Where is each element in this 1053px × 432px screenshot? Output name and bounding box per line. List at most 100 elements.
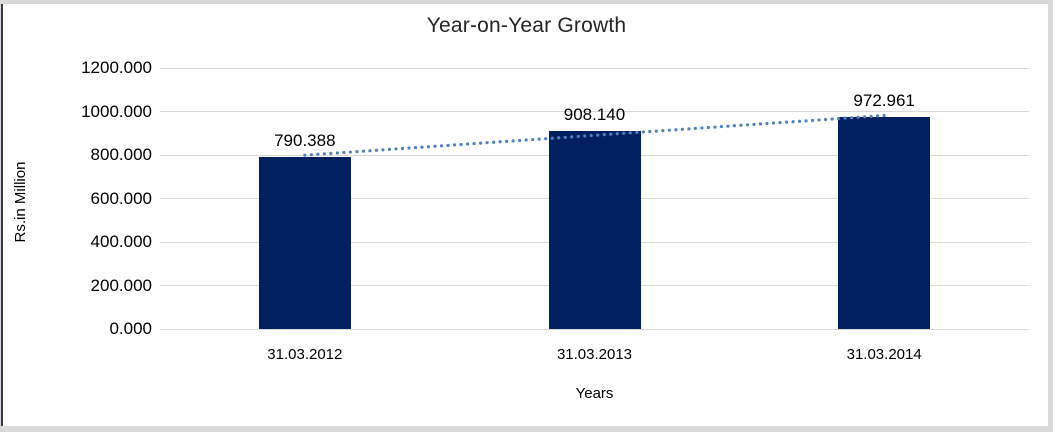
- trendline-dot: [771, 121, 776, 125]
- trendline-dot: [758, 122, 763, 126]
- trendline-dot: [511, 139, 515, 143]
- trendline-dot: [804, 119, 808, 123]
- trendline-dot: [329, 151, 333, 155]
- trendline-dot: [850, 116, 854, 120]
- trendline-dot: [426, 145, 431, 149]
- trendline-dot: [680, 127, 684, 131]
- trendline-dot: [394, 147, 398, 151]
- y-tick-label: 1000.000: [81, 101, 152, 121]
- chart-title: Year-on-Year Growth: [426, 14, 627, 37]
- trendline-dot: [765, 121, 769, 126]
- trendline-dot: [465, 142, 470, 146]
- trendline-dot: [342, 150, 346, 155]
- trendline-dot: [583, 134, 587, 138]
- trendline-dot: [407, 146, 411, 150]
- trendline-dot: [518, 138, 522, 143]
- trendline-dot: [400, 146, 405, 151]
- trendline-dot: [563, 135, 567, 139]
- bar-data-label: 790.388: [274, 131, 336, 151]
- trendline-dot: [823, 117, 828, 122]
- plot-area: 790.388 908.140 972.961: [160, 67, 1029, 330]
- trendline-dot: [459, 142, 463, 147]
- y-tick-label: 600.000: [90, 188, 152, 208]
- x-tick-label: 31.03.2014: [846, 346, 922, 363]
- trendline-dot: [732, 124, 737, 128]
- trendline-dot: [335, 151, 339, 155]
- trendline-dot: [739, 123, 743, 127]
- trendline-dot: [752, 122, 756, 126]
- trendline-dot: [693, 126, 697, 131]
- trendline-dot: [446, 143, 450, 147]
- trendline-dot: [531, 137, 535, 142]
- x-tick-label: 31.03.2012: [267, 346, 343, 363]
- trendline-dot: [492, 140, 496, 144]
- y-tick-label: 200.000: [90, 275, 152, 295]
- x-axis-title: Years: [575, 385, 614, 402]
- y-tick-label: 400.000: [90, 232, 152, 251]
- trendline-dot: [635, 130, 639, 135]
- trendline-dot: [817, 118, 821, 122]
- trendline-dot: [778, 121, 782, 125]
- trendline-dot: [485, 141, 489, 145]
- trendline-dot: [589, 133, 593, 138]
- trendline-dot: [576, 134, 580, 139]
- trendline-dot: [706, 125, 711, 130]
- frame-left-accent-line: [1, 4, 3, 426]
- trendline-dot: [726, 124, 730, 128]
- y-axis-title: Rs.in Million: [12, 161, 29, 243]
- trendline-dot: [478, 141, 483, 145]
- trendline-dot: [876, 114, 880, 118]
- frame-border-top: [0, 0, 1053, 4]
- trendline-dot: [797, 119, 802, 123]
- trendline-dot: [348, 150, 352, 154]
- trendline-dot: [439, 144, 444, 148]
- trendline-dot: [700, 126, 704, 130]
- x-tick-label: 31.03.2013: [556, 346, 633, 363]
- trendline-dot: [745, 123, 750, 127]
- trendline-dot: [654, 129, 658, 133]
- bar: [548, 131, 641, 329]
- trendline-dot: [303, 153, 307, 157]
- trendline-dot: [674, 128, 678, 132]
- trendline-dot: [622, 131, 626, 135]
- trendline-dot: [863, 115, 867, 119]
- trendline-dot: [719, 125, 724, 129]
- trendline-dot: [374, 148, 379, 152]
- trendline-dot: [687, 127, 691, 131]
- trendline-dot: [882, 113, 886, 118]
- trendline: [303, 113, 886, 157]
- trendline-dot: [791, 120, 795, 124]
- trendline-dot: [713, 125, 717, 129]
- trendline-dot: [413, 145, 418, 150]
- frame-border-bottom: [0, 426, 1053, 432]
- trendline-dot: [570, 135, 574, 139]
- trendline-dot: [615, 132, 619, 136]
- trendline-dot: [843, 116, 847, 120]
- trendline-dot: [628, 131, 632, 135]
- trendline-dot: [550, 136, 554, 140]
- trendline-dot: [596, 133, 600, 137]
- trendline-dot: [361, 149, 366, 153]
- trendline-dot: [641, 130, 645, 134]
- gridline: [160, 67, 1029, 69]
- bar: [258, 157, 351, 329]
- gridline: [160, 111, 1029, 112]
- trendline-dot: [472, 141, 476, 146]
- trendline-dot: [498, 140, 502, 144]
- trendline-dot: [784, 120, 789, 124]
- frame-border-right: [1048, 0, 1053, 432]
- frame-border-left: [0, 0, 1, 432]
- trendline-dot: [667, 128, 671, 132]
- trendline-dot: [544, 137, 548, 141]
- bar-data-label: 908.140: [563, 105, 626, 125]
- trendline-dot: [830, 117, 834, 121]
- trendline-dot: [420, 145, 424, 149]
- trendline-dot: [810, 118, 815, 122]
- trendline-dot: [856, 115, 860, 119]
- gridline: [160, 328, 1029, 330]
- trendline-dot: [452, 143, 457, 147]
- y-tick-label: 1200.000: [81, 58, 152, 77]
- trendline-dot: [433, 144, 437, 148]
- trendline-dot: [316, 152, 320, 156]
